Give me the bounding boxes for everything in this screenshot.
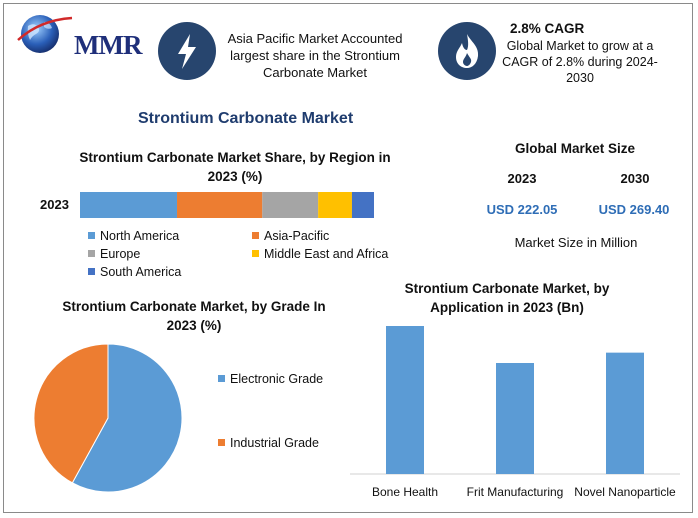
global-size-value-2030: USD 269.40 — [598, 202, 670, 217]
globe-logo-icon — [17, 15, 73, 53]
application-chart-title: Strontium Carbonate Market, by Applicati… — [404, 281, 610, 315]
grade-chart-title: Strontium Carbonate Market, by Grade In … — [62, 299, 326, 333]
app-bar-bone-health — [386, 326, 424, 474]
application-x-axis-labels: Bone Health Frit Manufacturing Novel Nanop… — [350, 485, 680, 505]
application-bar-chart — [350, 326, 680, 475]
page-title: Strontium Carbonate Market — [138, 110, 354, 127]
highlight-apac-text: Asia Pacific Market Accounted largest sh… — [227, 31, 403, 80]
legend-item-north-america: North America — [88, 229, 179, 243]
region-bar-segment-middle-east-and-africa — [318, 192, 352, 218]
region-bar-segment-europe — [262, 192, 319, 218]
highlight-icon-badge — [158, 22, 216, 80]
app-x-tick-label: Bone Health — [371, 485, 439, 499]
app-bar-frit-manufacturing — [496, 363, 534, 474]
legend-item-electronic-grade: Electronic Grade — [218, 372, 323, 386]
cagr-title: 2.8% CAGR — [510, 21, 585, 36]
app-x-tick-label: Novel Nanoparticle — [574, 485, 676, 499]
global-size-value-2023: USD 222.05 — [486, 202, 558, 217]
lightning-icon — [178, 34, 196, 69]
region-chart-year-label: 2023 — [40, 197, 69, 212]
region-chart-title: Strontium Carbonate Market Share, by Reg… — [79, 150, 391, 184]
app-x-tick-label: Frit Manufacturing — [466, 485, 564, 499]
legend-item-mea: Middle East and Africa — [252, 247, 388, 261]
flame-icon — [456, 34, 479, 68]
grade-pie-chart — [33, 343, 183, 493]
highlight-icon-badge — [438, 22, 496, 80]
global-size-note: Market Size in Million — [514, 235, 638, 250]
pie-slice-industrial-grade — [33, 343, 109, 484]
region-stacked-bar — [80, 192, 374, 218]
logo-text: MMR — [74, 30, 142, 60]
cagr-text: Global Market to grow at a CAGR of 2.8% … — [502, 39, 658, 85]
global-size-year-2023: 2023 — [507, 171, 537, 186]
region-bar-segment-asia-pacific — [177, 192, 263, 218]
legend-item-industrial-grade: Industrial Grade — [218, 436, 319, 450]
legend-item-south-america: South America — [88, 265, 181, 279]
app-bar-novel-nanoparticle — [606, 352, 644, 474]
global-size-title: Global Market Size — [514, 141, 636, 156]
region-bar-segment-north-america — [80, 192, 178, 218]
global-size-year-2030: 2030 — [620, 171, 650, 186]
legend-item-asia-pacific: Asia-Pacific — [252, 229, 329, 243]
legend-item-europe: Europe — [88, 247, 140, 261]
pie-slice-electronic-grade — [71, 343, 183, 493]
region-bar-segment-south-america — [351, 192, 374, 218]
